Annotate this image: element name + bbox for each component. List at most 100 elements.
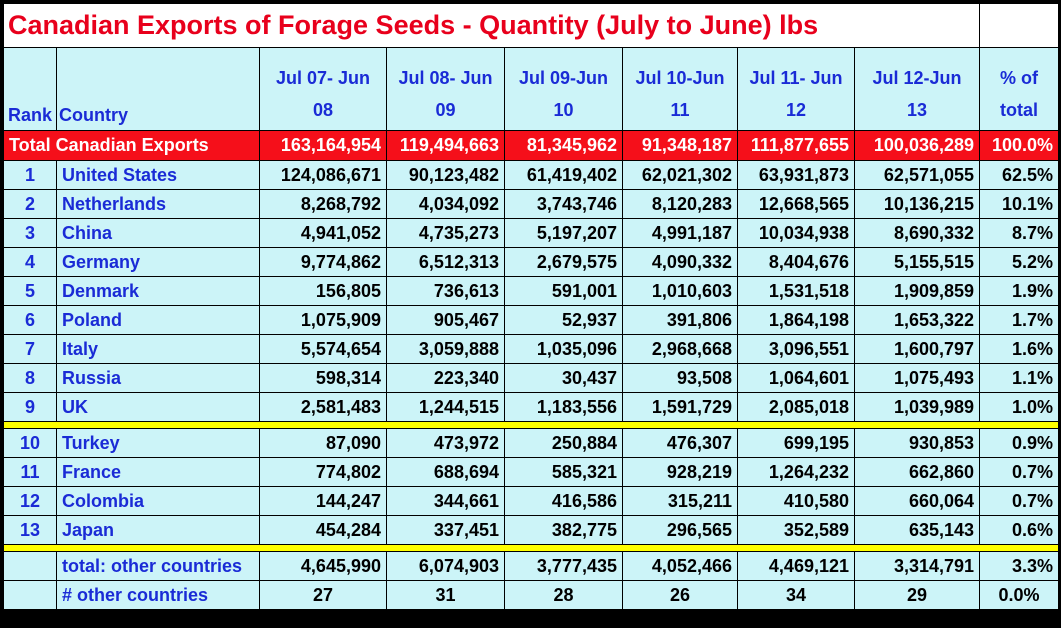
value-cell: 1,653,322 [853, 305, 981, 335]
value-cell: 344,661 [386, 486, 505, 516]
value-cell: 87,090 [259, 428, 387, 458]
country-cell: Germany [56, 247, 260, 277]
country-cell: China [56, 218, 260, 248]
table-row: # other countries 27 31 28 26 34 29 0.0% [3, 580, 1060, 610]
country-cell: Italy [56, 334, 260, 364]
rank-cell: 8 [3, 363, 57, 393]
value-cell: 1,183,556 [504, 392, 623, 422]
table-row: 8 Russia 598,314 223,340 30,437 93,508 1,064,6… [3, 363, 1060, 393]
rank-cell: 9 [3, 392, 57, 422]
value-cell: 93,508 [622, 363, 738, 393]
header-period-6-line2: 13 [906, 100, 928, 120]
country-cell: United States [56, 160, 260, 190]
pct-cell: 1.7% [979, 305, 1060, 335]
value-cell: 29 [853, 580, 981, 610]
value-cell: 3,096,551 [737, 334, 855, 364]
value-cell: 52,937 [504, 305, 623, 335]
value-cell: 8,120,283 [622, 189, 738, 219]
header-period-4-line1: Jul 10-Jun [635, 68, 725, 88]
total-value-5: 111,877,655 [737, 130, 855, 161]
table-row: 1 United States 124,086,671 90,123,482 61,41… [3, 160, 1060, 190]
value-cell: 1,591,729 [622, 392, 738, 422]
pct-cell: 0.6% [979, 515, 1060, 545]
country-cell: Netherlands [56, 189, 260, 219]
country-cell: UK [56, 392, 260, 422]
header-period-1: Jul 07- Jun 08 [259, 47, 387, 131]
table-row: 11 France 774,802 688,694 585,321 928,219 1,26… [3, 457, 1060, 487]
pct-cell: 0.0% [979, 580, 1060, 610]
value-cell: 2,085,018 [737, 392, 855, 422]
pct-cell: 0.7% [979, 486, 1060, 516]
pct-cell: 5.2% [979, 247, 1060, 277]
total-value-2: 119,494,663 [386, 130, 505, 161]
pct-cell: 1.9% [979, 276, 1060, 306]
header-pct: % of total [979, 47, 1060, 131]
total-pct: 100.0% [979, 130, 1060, 161]
header-period-6: Jul 12-Jun 13 [853, 47, 981, 131]
value-cell: 12,668,565 [737, 189, 855, 219]
value-cell: 1,909,859 [853, 276, 981, 306]
total-value-3: 81,345,962 [504, 130, 623, 161]
value-cell: 63,931,873 [737, 160, 855, 190]
forage-seed-exports-table: Canadian Exports of Forage Seeds - Quant… [2, 3, 1060, 610]
total-value-6: 100,036,289 [853, 130, 981, 161]
value-cell: 4,090,332 [622, 247, 738, 277]
value-cell: 928,219 [622, 457, 738, 487]
value-cell: 905,467 [386, 305, 505, 335]
value-cell: 3,059,888 [386, 334, 505, 364]
total-value-1: 163,164,954 [259, 130, 387, 161]
rank-cell: 2 [3, 189, 57, 219]
value-cell: 1,075,493 [853, 363, 981, 393]
value-cell: 5,155,515 [853, 247, 981, 277]
value-cell: 9,774,862 [259, 247, 387, 277]
value-cell: 1,064,601 [737, 363, 855, 393]
value-cell: 8,268,792 [259, 189, 387, 219]
value-cell: 61,419,402 [504, 160, 623, 190]
header-period-5-line2: 12 [785, 100, 807, 120]
value-cell: 8,690,332 [853, 218, 981, 248]
value-cell: 315,211 [622, 486, 738, 516]
value-cell: 2,679,575 [504, 247, 623, 277]
value-cell: 1,244,515 [386, 392, 505, 422]
value-cell: 4,991,187 [622, 218, 738, 248]
separator-cell [2, 421, 1060, 429]
rank-cell: 13 [3, 515, 57, 545]
table-row: 7 Italy 5,574,654 3,059,888 1,035,096 2,968,6… [3, 334, 1060, 364]
header-period-3: Jul 09-Jun 10 [504, 47, 623, 131]
value-cell: 699,195 [737, 428, 855, 458]
value-cell: 5,197,207 [504, 218, 623, 248]
table-row: 13 Japan 454,284 337,451 382,775 296,565 352,5… [3, 515, 1060, 545]
header-period-3-line1: Jul 09-Jun [518, 68, 609, 88]
rank-cell: 11 [3, 457, 57, 487]
pct-cell: 8.7% [979, 218, 1060, 248]
header-period-2: Jul 08- Jun 09 [386, 47, 505, 131]
title-blank-cell [979, 3, 1060, 48]
table-row: 4 Germany 9,774,862 6,512,313 2,679,575 4,090… [3, 247, 1060, 277]
header-period-4: Jul 10-Jun 11 [622, 47, 738, 131]
value-cell: 10,136,215 [853, 189, 981, 219]
country-cell: # other countries [56, 580, 260, 610]
header-period-1-line1: Jul 07- Jun [275, 68, 371, 88]
pct-cell: 0.7% [979, 457, 1060, 487]
value-cell: 4,052,466 [622, 551, 738, 581]
value-cell: 3,743,746 [504, 189, 623, 219]
value-cell: 585,321 [504, 457, 623, 487]
header-period-4-line2: 11 [670, 100, 690, 120]
header-pct-line2: total [1000, 100, 1039, 120]
header-period-5-line1: Jul 11- Jun [749, 68, 843, 88]
value-cell: 416,586 [504, 486, 623, 516]
country-cell: Turkey [56, 428, 260, 458]
country-cell: Russia [56, 363, 260, 393]
value-cell: 27 [259, 580, 387, 610]
table-row: 12 Colombia 144,247 344,661 416,586 315,211 41… [3, 486, 1060, 516]
rank-cell: 3 [3, 218, 57, 248]
value-cell: 90,123,482 [386, 160, 505, 190]
table-row: 6 Poland 1,075,909 905,467 52,937 391,806 1,86… [3, 305, 1060, 335]
country-cell: total: other countries [56, 551, 260, 581]
value-cell: 2,968,668 [622, 334, 738, 364]
country-cell: Poland [56, 305, 260, 335]
header-period-2-line1: Jul 08- Jun [398, 68, 493, 88]
value-cell: 660,064 [853, 486, 981, 516]
value-cell: 598,314 [259, 363, 387, 393]
